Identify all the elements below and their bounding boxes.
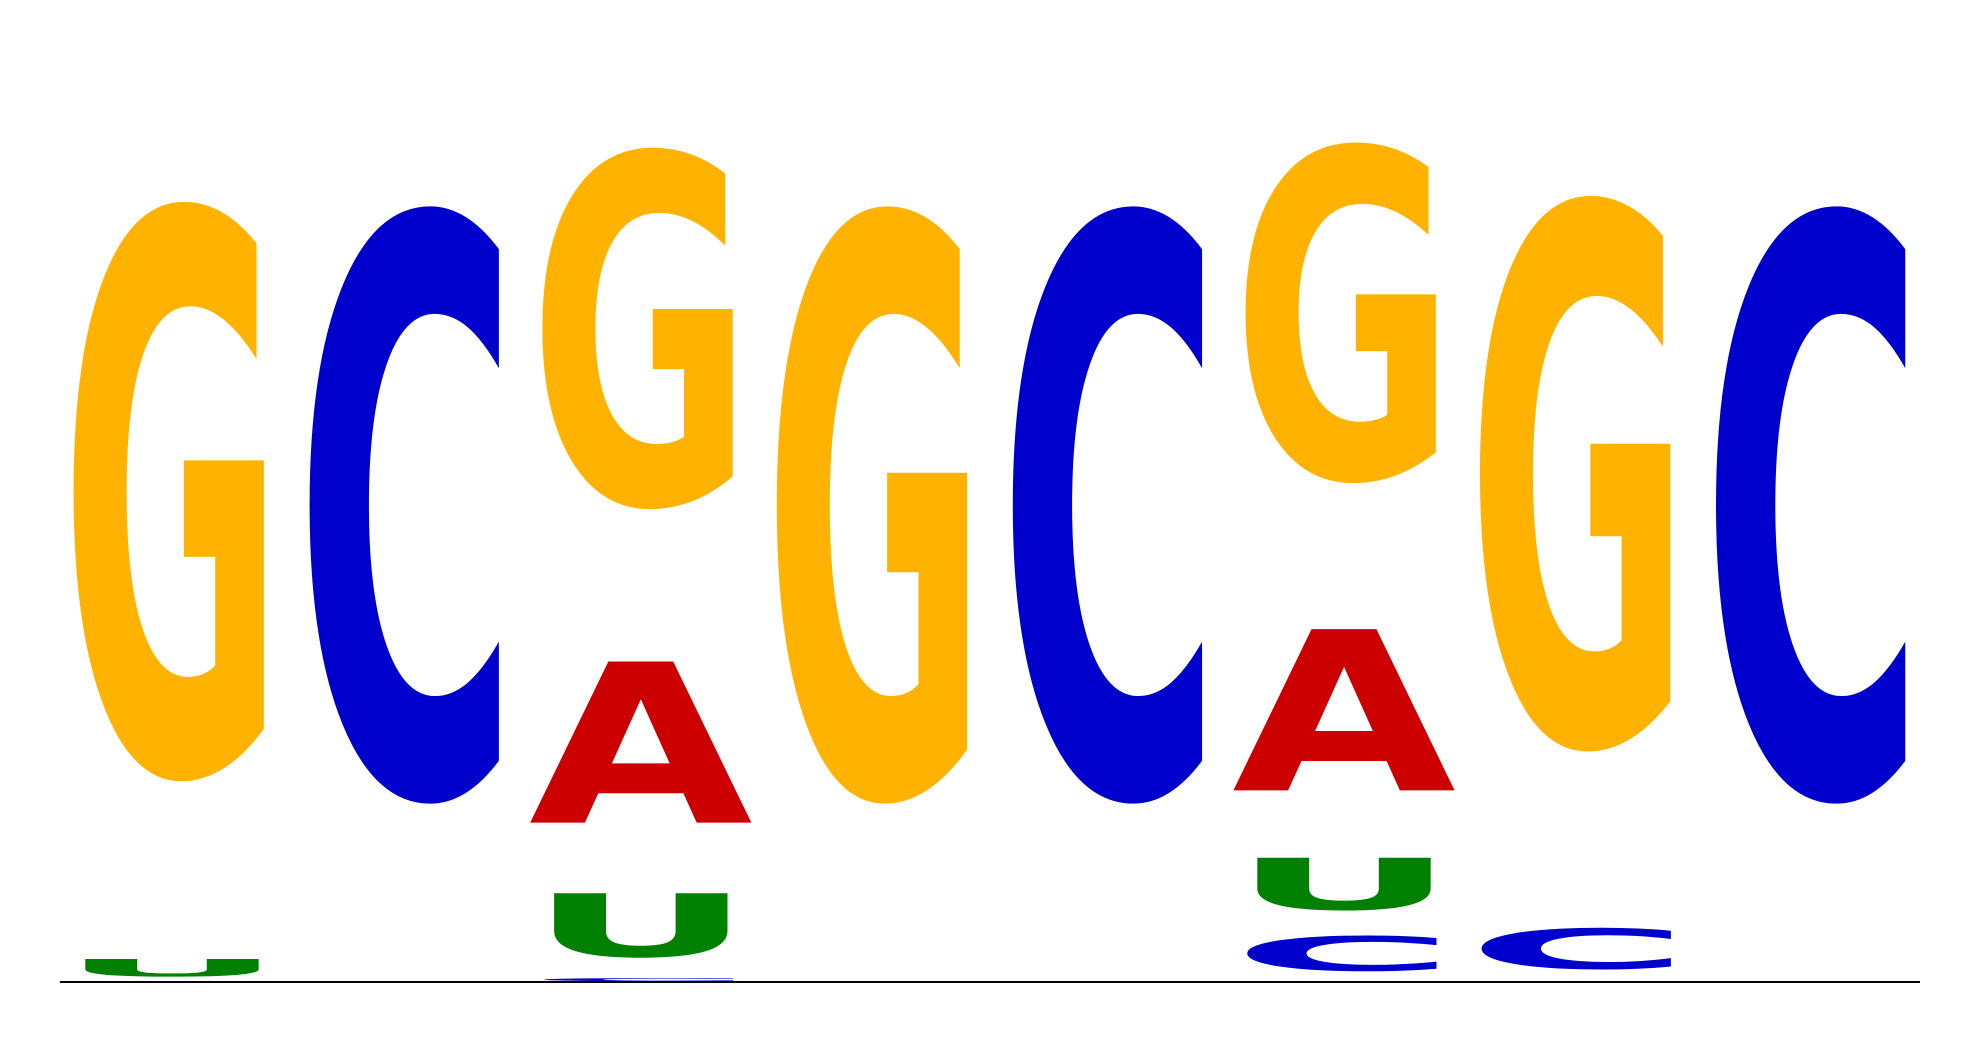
logo-letter-g-pos7: G <box>1466 60 1690 915</box>
logo-letter-g-pos4: G <box>763 61 987 979</box>
logo-letter-c-pos7: C <box>1466 917 1690 982</box>
logo-letter-u-pos3: U <box>529 876 753 977</box>
logo-letter-g-pos3: G <box>529 59 753 615</box>
logo-letter-c-pos8: C <box>1701 60 1925 979</box>
logo-letter-g-pos1: G <box>60 59 284 952</box>
logo-letter-c-pos2: C <box>294 60 518 979</box>
logo-letter-u-pos1: U <box>60 954 284 982</box>
logo-letter-g-pos6: G <box>1232 59 1456 583</box>
logo-letter-a-pos6: A <box>1232 585 1458 843</box>
logo-letter-c-pos3: C <box>529 977 753 982</box>
logo-letter-c-pos5: C <box>998 60 1222 979</box>
logo-letter-u-pos6: U <box>1232 844 1456 927</box>
logo-letter-a-pos3: A <box>529 617 755 875</box>
logo-letter-c-pos6: C <box>1232 927 1456 982</box>
